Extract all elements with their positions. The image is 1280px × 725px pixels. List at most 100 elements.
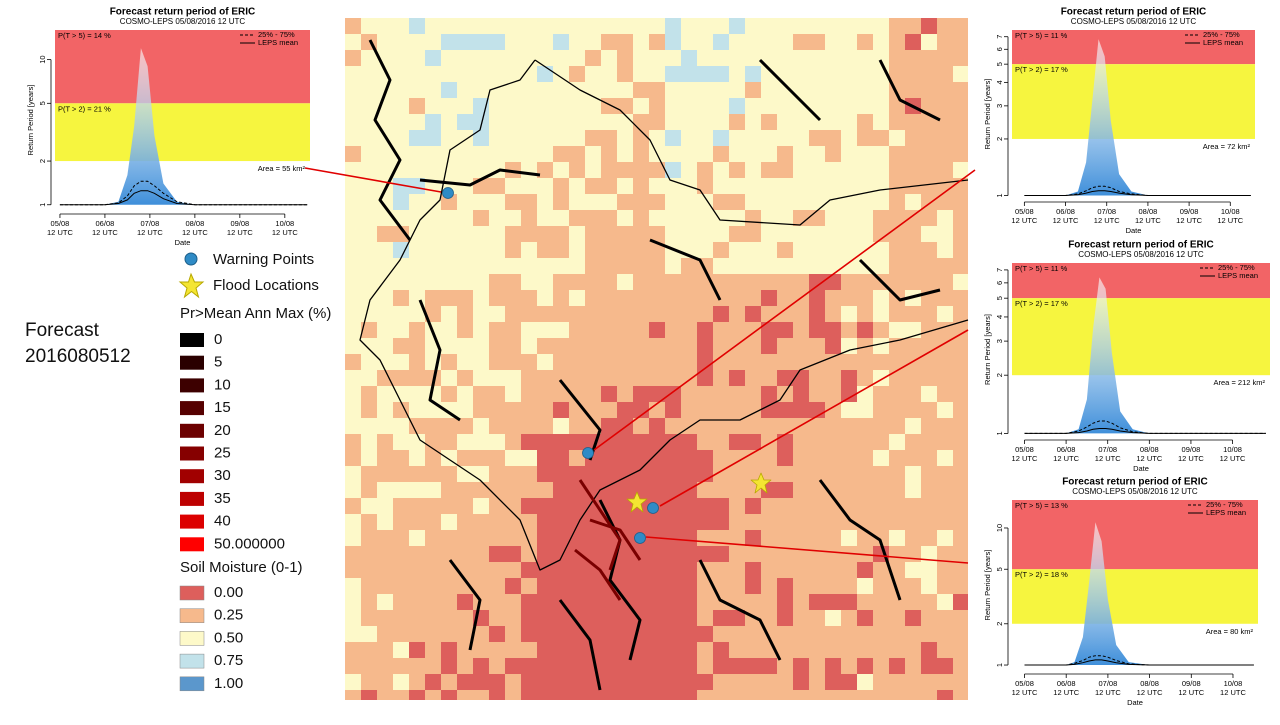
map-cell	[889, 594, 906, 611]
map-cell	[905, 354, 922, 371]
map-cell	[361, 402, 378, 419]
map-cell	[409, 434, 426, 451]
map-cell	[825, 322, 842, 339]
map-cell	[521, 658, 538, 675]
map-cell	[457, 274, 474, 291]
map-cell	[617, 642, 634, 659]
map-cell	[889, 610, 906, 627]
map-cell	[729, 130, 746, 147]
map-cell	[553, 450, 570, 467]
map-cell	[729, 674, 746, 691]
map-cell	[569, 338, 586, 355]
map-cell	[457, 690, 474, 700]
map-cell	[377, 18, 394, 35]
map-cell	[601, 130, 618, 147]
map-cell	[793, 114, 810, 131]
map-cell	[537, 690, 554, 700]
map-cell	[377, 642, 394, 659]
map-cell	[745, 626, 762, 643]
map-cell	[441, 626, 458, 643]
map-cell	[825, 642, 842, 659]
map-cell	[377, 610, 394, 627]
map-cell	[857, 82, 874, 99]
map-cell	[809, 514, 826, 531]
map-cell	[841, 18, 858, 35]
map-cell	[473, 242, 490, 259]
map-cell	[889, 258, 906, 275]
map-cell	[825, 130, 842, 147]
map-cell	[505, 402, 522, 419]
map-cell	[921, 242, 938, 259]
map-cell	[505, 130, 522, 147]
map-cell	[569, 258, 586, 275]
map-cell	[825, 562, 842, 579]
map-cell	[729, 114, 746, 131]
map-cell	[873, 338, 890, 355]
map-cell	[921, 34, 938, 51]
map-cell	[681, 114, 698, 131]
map-cell	[409, 274, 426, 291]
map-cell	[361, 626, 378, 643]
map-cell	[761, 306, 778, 323]
map-cell	[761, 562, 778, 579]
map-cell	[681, 530, 698, 547]
y-tick-label: 7	[995, 268, 1004, 272]
x-tick-label: 08/08 12 UTC	[1136, 445, 1162, 463]
map-cell	[729, 354, 746, 371]
map-cell	[537, 338, 554, 355]
map-cell	[697, 594, 714, 611]
map-cell	[425, 514, 442, 531]
map-cell	[425, 50, 442, 67]
x-tick-label: 05/08 12 UTC	[1012, 445, 1038, 463]
map-cell	[409, 82, 426, 99]
y-tick-label: 3	[995, 104, 1004, 108]
x-tick-label: 08/08 12 UTC	[1137, 679, 1163, 697]
map-cell	[793, 578, 810, 595]
map-cell	[905, 578, 922, 595]
map-cell	[473, 50, 490, 67]
map-cell	[665, 162, 682, 179]
map-cell	[505, 210, 522, 227]
band-label: P(T > 2) = 21 %	[58, 104, 111, 113]
map-cell	[713, 34, 730, 51]
map-cell	[889, 18, 906, 35]
map-cell	[841, 258, 858, 275]
map-cell	[649, 162, 666, 179]
map-cell	[377, 434, 394, 451]
map-cell	[873, 610, 890, 627]
map-cell	[697, 226, 714, 243]
map-cell	[569, 642, 586, 659]
map-cell	[649, 642, 666, 659]
map-cell	[713, 626, 730, 643]
y-tick-label: 2	[995, 373, 1004, 377]
map-cell	[697, 514, 714, 531]
map-cell	[713, 274, 730, 291]
map-cell	[521, 674, 538, 691]
map-cell	[345, 210, 362, 227]
map-cell	[521, 450, 538, 467]
map-cell	[457, 50, 474, 67]
map-cell	[377, 658, 394, 675]
map-cell	[377, 626, 394, 643]
map-cell	[441, 594, 458, 611]
map-cell	[761, 450, 778, 467]
map-cell	[825, 450, 842, 467]
map-cell	[409, 178, 426, 195]
map-cell	[729, 610, 746, 627]
map-cell	[633, 210, 650, 227]
map-cell	[825, 210, 842, 227]
map-cell	[345, 642, 362, 659]
map-cell	[809, 146, 826, 163]
map-cell	[345, 610, 362, 627]
series-line	[1024, 185, 1251, 196]
map-cell	[681, 274, 698, 291]
map-cell	[633, 274, 650, 291]
map-cell	[409, 242, 426, 259]
map-cell	[825, 34, 842, 51]
map-cell	[425, 418, 442, 435]
map-cell	[601, 370, 618, 387]
legend-label: 0.75	[214, 652, 243, 669]
map-cell	[873, 514, 890, 531]
map-cell	[585, 306, 602, 323]
map-cell	[729, 306, 746, 323]
